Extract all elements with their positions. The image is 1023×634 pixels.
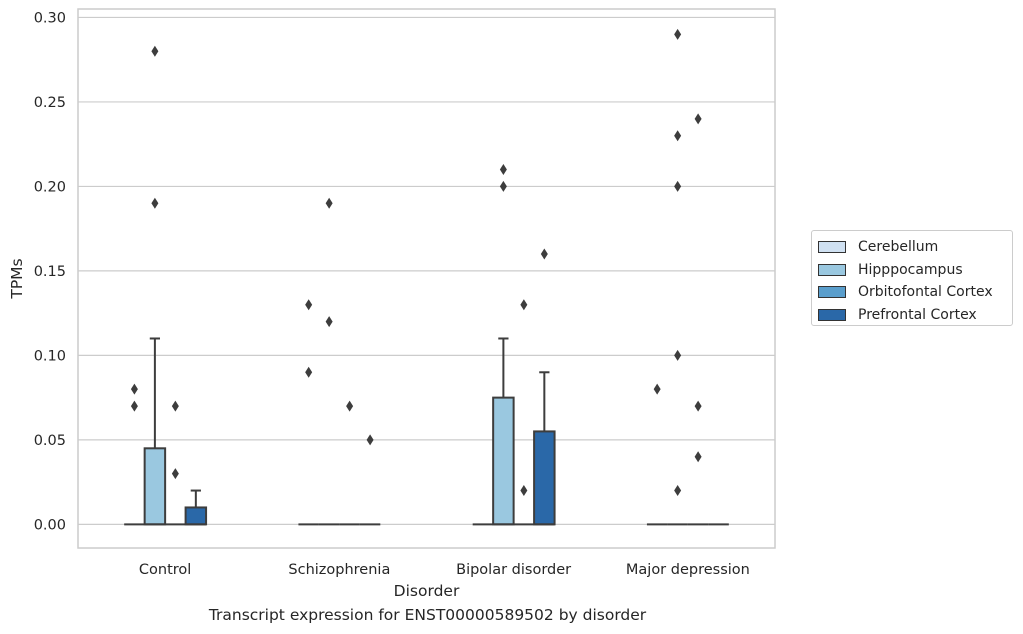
outlier-hippocampus-2: [499, 164, 507, 176]
outlier-cerebellum-3: [653, 383, 661, 395]
outlier-cerebellum-1: [305, 299, 313, 311]
x-tick-label: Major depression: [626, 562, 750, 578]
outlier-hippocampus-1: [325, 197, 333, 209]
box-hippocampus-0: [143, 447, 167, 526]
box-prefrontal-0: [184, 506, 208, 526]
outlier-cerebellum-0: [130, 400, 138, 412]
outlier-hippocampus-0: [151, 45, 159, 57]
outlier-orbitofrontal-0: [171, 468, 179, 480]
outlier-hippocampus-3: [674, 180, 682, 192]
outlier-cerebellum-0: [130, 383, 138, 395]
outlier-hippocampus-3: [674, 485, 682, 497]
legend-item-orbitofrontal: Orbitofontal Cortex: [818, 281, 1012, 304]
legend-swatch-cerebellum: [818, 241, 846, 254]
outlier-orbitofrontal-2: [520, 299, 528, 311]
outlier-hippocampus-1: [325, 316, 333, 328]
y-tick-label: 0.15: [34, 264, 66, 280]
x-tick-label: Control: [139, 562, 191, 578]
legend: Cerebellum Hipppocampus Orbitofontal Cor…: [811, 230, 1013, 326]
y-tick-label: 0.00: [34, 517, 66, 533]
outlier-hippocampus-3: [674, 130, 682, 142]
y-tick-label: 0.25: [34, 95, 66, 111]
outlier-hippocampus-3: [674, 28, 682, 40]
outlier-orbitofrontal-3: [694, 451, 702, 463]
outlier-orbitofrontal-3: [694, 400, 702, 412]
legend-item-prefrontal: Prefrontal Cortex: [818, 304, 1012, 327]
outlier-cerebellum-1: [305, 366, 313, 378]
box-hippocampus-2: [492, 396, 515, 526]
legend-label-cerebellum: Cerebellum: [858, 239, 939, 256]
outlier-hippocampus-0: [151, 197, 159, 209]
outlier-prefrontal-1: [366, 434, 374, 446]
outlier-hippocampus-2: [499, 180, 507, 192]
outlier-prefrontal-2: [540, 248, 548, 260]
legend-swatch-hippocampus: [818, 263, 846, 276]
outlier-hippocampus-3: [674, 349, 682, 361]
x-tick-label: Bipolar disorder: [456, 562, 571, 578]
outlier-orbitofrontal-3: [694, 113, 702, 125]
outlier-orbitofrontal-0: [171, 400, 179, 412]
x-tick-label: Schizophrenia: [288, 562, 390, 578]
outlier-orbitofrontal-1: [346, 400, 354, 412]
x-axis-label: Disorder: [394, 582, 460, 600]
y-tick-label: 0.30: [34, 10, 66, 26]
legend-label-hippocampus: Hipppocampus: [858, 261, 963, 278]
outlier-orbitofrontal-2: [520, 485, 528, 497]
y-axis-label: TPMs: [8, 258, 26, 299]
y-tick-label: 0.10: [34, 348, 66, 364]
legend-label-orbitofrontal: Orbitofontal Cortex: [858, 284, 993, 301]
legend-item-hippocampus: Hipppocampus: [818, 259, 1012, 282]
plot-frame: [77, 8, 776, 549]
legend-swatch-orbitofrontal: [818, 286, 846, 299]
y-tick-label: 0.20: [34, 179, 66, 195]
legend-label-prefrontal: Prefrontal Cortex: [858, 306, 977, 323]
box-prefrontal-2: [533, 430, 556, 526]
legend-item-cerebellum: Cerebellum: [818, 236, 1012, 259]
chart-caption: Transcript expression for ENST0000058950…: [208, 606, 647, 624]
y-tick-label: 0.05: [34, 433, 66, 449]
legend-swatch-prefrontal: [818, 308, 846, 321]
